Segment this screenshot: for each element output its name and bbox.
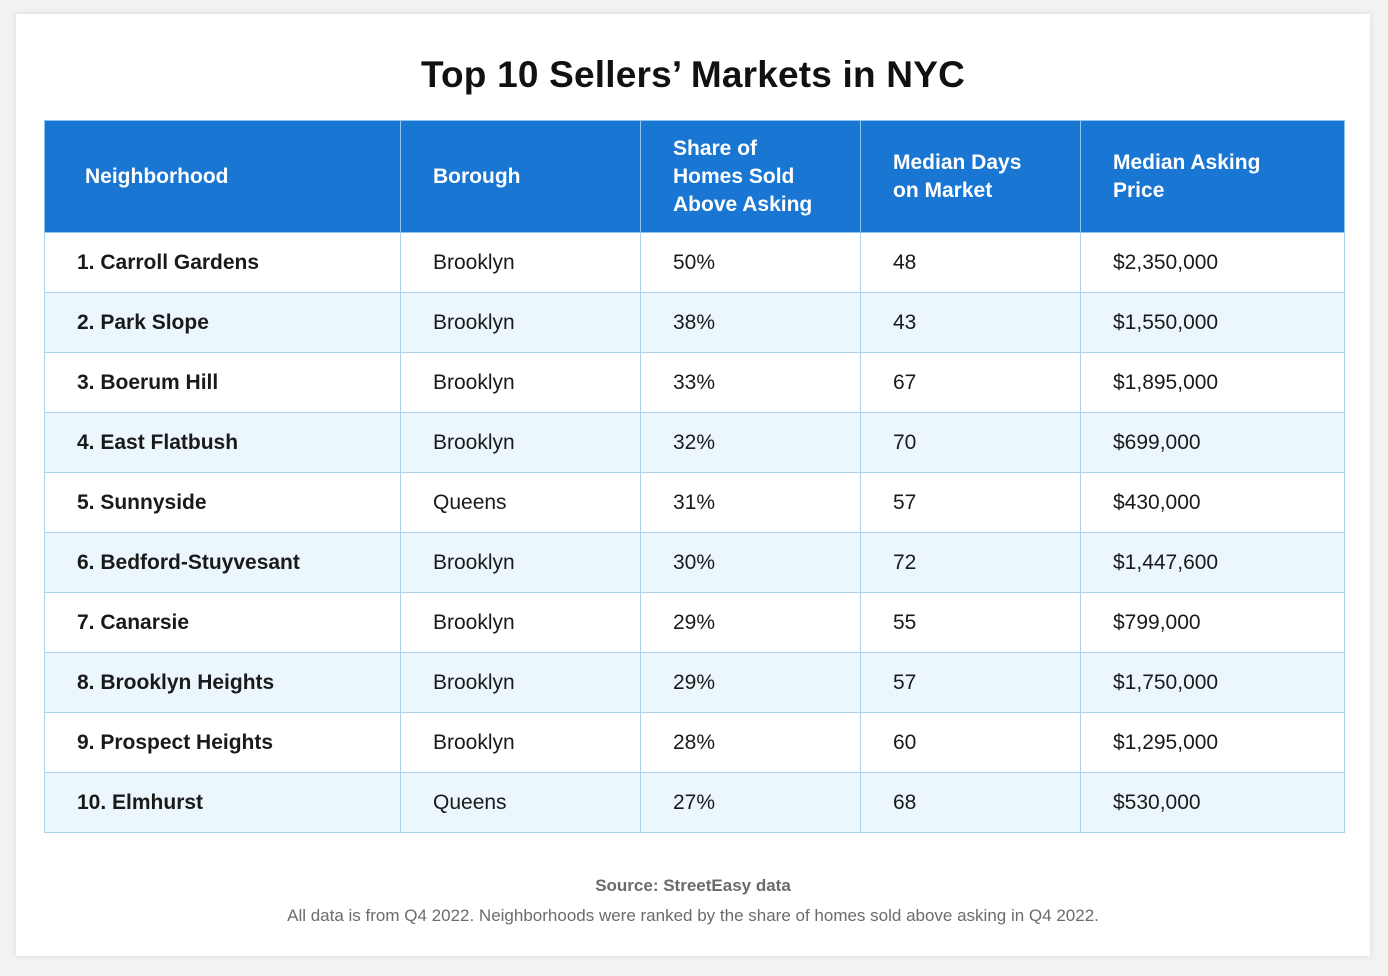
- cell-price: $430,000: [1080, 472, 1345, 533]
- cell-share: 32%: [640, 412, 861, 473]
- column-header-neighborhood: Neighborhood: [44, 120, 401, 233]
- cell-borough: Queens: [400, 772, 641, 833]
- cell-neighborhood: 2. Park Slope: [44, 292, 401, 353]
- cell-share: 27%: [640, 772, 861, 833]
- cell-days: 48: [860, 232, 1081, 293]
- cell-neighborhood: 7. Canarsie: [44, 592, 401, 653]
- cell-price: $2,350,000: [1080, 232, 1345, 293]
- cell-neighborhood: 4. East Flatbush: [44, 412, 401, 473]
- column-header-share-above-asking: Share of Homes Sold Above Asking: [640, 120, 861, 233]
- table-row: 2. Park Slope Brooklyn 38% 43 $1,550,000: [44, 292, 1345, 353]
- cell-borough: Brooklyn: [400, 232, 641, 293]
- footnote: All data is from Q4 2022. Neighborhoods …: [287, 906, 1099, 925]
- table-row: 10. Elmhurst Queens 27% 68 $530,000: [44, 772, 1345, 833]
- cell-share: 28%: [640, 712, 861, 773]
- cell-borough: Brooklyn: [400, 712, 641, 773]
- cell-price: $1,295,000: [1080, 712, 1345, 773]
- column-header-median-price: Median Asking Price: [1080, 120, 1345, 233]
- cell-days: 70: [860, 412, 1081, 473]
- cell-days: 55: [860, 592, 1081, 653]
- cell-price: $530,000: [1080, 772, 1345, 833]
- cell-neighborhood: 6. Bedford-Stuyvesant: [44, 532, 401, 593]
- cell-borough: Queens: [400, 472, 641, 533]
- cell-share: 31%: [640, 472, 861, 533]
- cell-days: 72: [860, 532, 1081, 593]
- cell-price: $699,000: [1080, 412, 1345, 473]
- cell-neighborhood: 1. Carroll Gardens: [44, 232, 401, 293]
- table-row: 8. Brooklyn Heights Brooklyn 29% 57 $1,7…: [44, 652, 1345, 713]
- column-header-borough: Borough: [400, 120, 641, 233]
- cell-days: 60: [860, 712, 1081, 773]
- cell-days: 68: [860, 772, 1081, 833]
- cell-borough: Brooklyn: [400, 352, 641, 413]
- cell-days: 57: [860, 652, 1081, 713]
- cell-neighborhood: 8. Brooklyn Heights: [44, 652, 401, 713]
- table-row: 7. Canarsie Brooklyn 29% 55 $799,000: [44, 592, 1345, 653]
- cell-share: 50%: [640, 232, 861, 293]
- cell-neighborhood: 10. Elmhurst: [44, 772, 401, 833]
- source-caption: Source: StreetEasy data: [595, 876, 791, 895]
- cell-share: 30%: [640, 532, 861, 593]
- cell-borough: Brooklyn: [400, 592, 641, 653]
- table-row: 9. Prospect Heights Brooklyn 28% 60 $1,2…: [44, 712, 1345, 773]
- cell-price: $1,750,000: [1080, 652, 1345, 713]
- table-row: 4. East Flatbush Brooklyn 32% 70 $699,00…: [44, 412, 1345, 473]
- table-header-row: Neighborhood Borough Share of Homes Sold…: [44, 120, 1345, 233]
- table-row: 5. Sunnyside Queens 31% 57 $430,000: [44, 472, 1345, 533]
- cell-borough: Brooklyn: [400, 292, 641, 353]
- table-row: 6. Bedford-Stuyvesant Brooklyn 30% 72 $1…: [44, 532, 1345, 593]
- cell-neighborhood: 5. Sunnyside: [44, 472, 401, 533]
- cell-days: 43: [860, 292, 1081, 353]
- cell-share: 29%: [640, 652, 861, 713]
- cell-borough: Brooklyn: [400, 652, 641, 713]
- cell-share: 38%: [640, 292, 861, 353]
- page-title: Top 10 Sellers’ Markets in NYC: [420, 54, 966, 95]
- cell-days: 57: [860, 472, 1081, 533]
- table-row: 3. Boerum Hill Brooklyn 33% 67 $1,895,00…: [44, 352, 1345, 413]
- cell-neighborhood: 9. Prospect Heights: [44, 712, 401, 773]
- column-header-median-days: Median Days on Market: [860, 120, 1081, 233]
- cell-share: 29%: [640, 592, 861, 653]
- cell-price: $1,447,600: [1080, 532, 1345, 593]
- table-row: 1. Carroll Gardens Brooklyn 50% 48 $2,35…: [44, 232, 1345, 293]
- infographic-card: Top 10 Sellers’ Markets in NYC Neighborh…: [16, 14, 1370, 956]
- cell-price: $799,000: [1080, 592, 1345, 653]
- cell-days: 67: [860, 352, 1081, 413]
- cell-borough: Brooklyn: [400, 532, 641, 593]
- sellers-markets-table: Neighborhood Borough Share of Homes Sold…: [44, 120, 1345, 833]
- cell-neighborhood: 3. Boerum Hill: [44, 352, 401, 413]
- cell-share: 33%: [640, 352, 861, 413]
- cell-price: $1,550,000: [1080, 292, 1345, 353]
- cell-borough: Brooklyn: [400, 412, 641, 473]
- cell-price: $1,895,000: [1080, 352, 1345, 413]
